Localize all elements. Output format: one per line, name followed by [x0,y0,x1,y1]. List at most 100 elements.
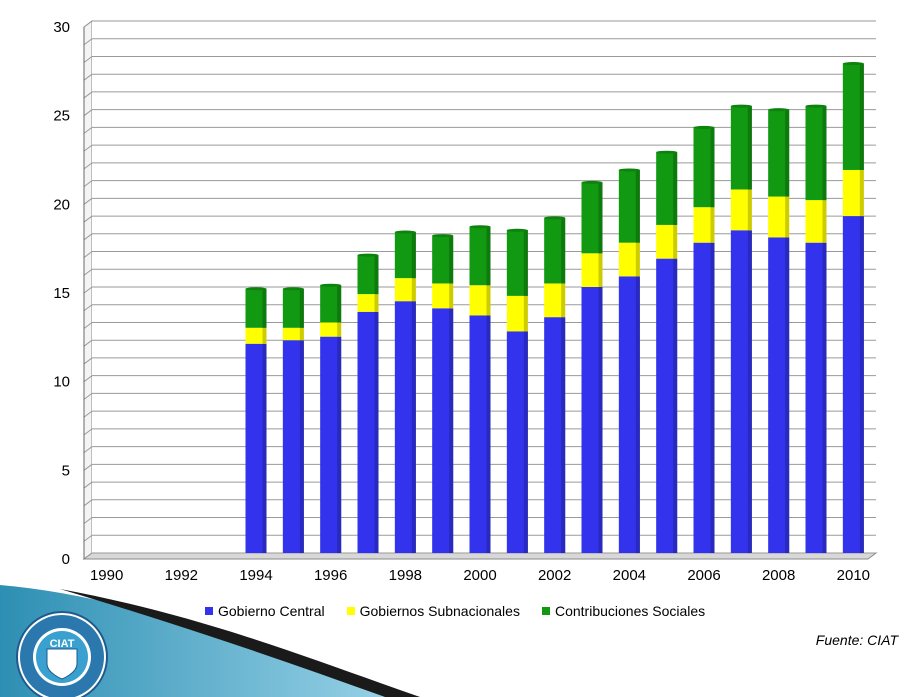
gridline-side [83,339,93,347]
gridline-side [83,481,93,489]
ciat-logo-text: CIAT [50,638,75,650]
source-note: Fuente: CIAT [815,632,898,648]
bar-segment-shade [747,106,752,190]
bar-segment-shade [673,152,678,225]
legend-item: Gobiernos Subnacionales [346,603,520,619]
bar-top [730,104,752,108]
gridline-side [83,392,93,400]
gridline-side [83,91,93,99]
y-tick-label: 15 [53,285,70,302]
bar-segment-shade [486,315,491,553]
gridline-side [83,552,93,560]
gridline-side [83,162,93,170]
bar-segment [581,287,603,553]
bar-segment [618,242,640,277]
gridline-side [83,233,93,241]
bar-segment-shade [411,232,416,279]
bar-segment [282,327,304,341]
bar-segment-shade [561,317,566,553]
bar-segment [842,63,864,170]
bar-top [693,125,715,129]
bar-top [394,230,416,234]
gridline-side [83,215,93,223]
bar-segment [730,189,752,231]
y-tick-label: 10 [53,374,70,391]
bar-segment-shade [449,235,454,284]
gridline-side [83,180,93,188]
bar-segment [544,217,566,284]
bar-segment [768,196,790,238]
bar-top [581,180,603,184]
bar-segment [768,109,790,197]
bar-segment [805,106,827,201]
bar-segment [320,285,342,323]
floor [82,552,878,560]
bar-segment-shade [299,327,304,341]
bar-segment [245,343,267,553]
y-tick-label: 0 [62,551,70,568]
x-tick-label: 2004 [613,567,646,584]
bar-segment-shade [747,189,752,231]
bar-segment-shade [747,230,752,553]
legend-swatch [205,607,213,615]
gridline-side [83,322,93,329]
bar-segment [842,216,864,554]
bar-segment [693,207,715,243]
bar-segment-shade [822,106,827,201]
bar-top [768,108,790,112]
bar-segment [320,322,342,337]
bar-segment-shade [710,127,715,208]
bar-segment [506,331,528,553]
gridline-side [83,38,93,46]
legend-item: Contribuciones Sociales [541,603,705,619]
bar-segment [432,283,454,309]
gridline-side [83,251,93,258]
bar-segment-shade [411,301,416,553]
gridline-side [83,428,93,436]
gridline-side [83,304,93,312]
gridline-side [83,20,93,28]
bar-segment [693,242,715,553]
bar-chart: 0 5 10 15 20 25 30 1990 1992 1994 1996 1998 2000 200… [53,19,878,584]
gridline-side [83,286,93,294]
bar-segment-shade [262,288,267,328]
ciat-logo-shield [46,648,78,680]
bar-segment [357,255,379,295]
bar-segment-shade [598,182,603,254]
bar-segment [432,235,454,284]
x-axis-ticks: 1990 1992 1994 1996 1998 2000 2002 2004 2006 2008… [90,567,870,584]
bar-segment-shade [561,283,566,318]
bar-segment-shade [523,331,528,553]
gridline-side [83,463,93,471]
y-tick-label: 30 [53,19,70,36]
brand-banner: CIAT [0,585,420,697]
bar-segment-shade [673,258,678,553]
gridline-side [83,534,93,542]
bar-segment [730,230,752,553]
bar-segment [245,327,267,344]
bar-segment [805,242,827,553]
gridline-side [83,268,93,276]
bar-segment [394,301,416,553]
bar-segment-shade [785,196,790,238]
gridline-side [83,144,93,152]
bar-top [506,228,528,232]
x-tick-label: 2010 [837,567,870,584]
bar-segment-shade [374,294,379,312]
gridline-side [83,56,93,63]
bar-top [245,287,267,291]
legend-item: Gobierno Central [205,603,325,619]
gridline-side [83,517,93,524]
bar-segment-shade [299,288,304,328]
x-tick-label: 2000 [463,567,496,584]
bar-top [842,62,864,66]
bar-segment [544,317,566,553]
bar-segment [245,288,267,328]
gridline-side [83,446,93,454]
bar-segment [805,200,827,243]
bar-segment-shade [859,216,864,554]
bar-segment-shade [822,200,827,243]
gridline-side [83,73,93,81]
bar-segment [768,237,790,553]
bar-top [320,283,342,287]
